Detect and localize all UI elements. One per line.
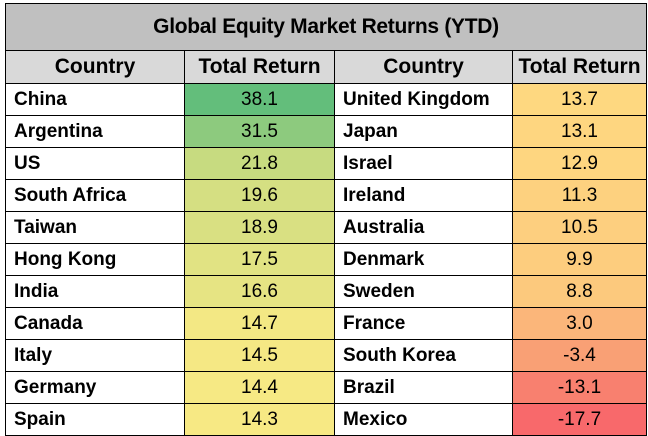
table-row: Taiwan 18.9 Australia 10.5 [5,211,647,244]
header-country-right: Country [334,50,513,84]
country-cell: South Africa [5,179,185,212]
return-value-cell: 13.1 [512,115,647,148]
country-cell: US [5,147,185,180]
table-row: Argentina 31.5 Japan 13.1 [5,115,647,148]
country-cell: Italy [5,339,185,372]
return-value-cell: 9.9 [512,243,647,276]
table-row: China 38.1 United Kingdom 13.7 [5,83,647,116]
country-cell: United Kingdom [334,83,513,116]
country-cell: Canada [5,307,185,340]
header-total-return-left: Total Return [184,50,335,84]
table-row: Germany 14.4 Brazil -13.1 [5,371,647,404]
table-row: Italy 14.5 South Korea -3.4 [5,339,647,372]
country-cell: Ireland [334,179,513,212]
country-cell: Germany [5,371,185,404]
return-value-cell: 18.9 [184,211,335,244]
country-cell: Taiwan [5,211,185,244]
country-cell: Hong Kong [5,243,185,276]
table-row: Hong Kong 17.5 Denmark 9.9 [5,243,647,276]
return-value-cell: -3.4 [512,339,647,372]
return-value-cell: 14.5 [184,339,335,372]
return-value-cell: 8.8 [512,275,647,308]
return-value-cell: 13.7 [512,83,647,116]
table-row: US 21.8 Israel 12.9 [5,147,647,180]
return-value-cell: -17.7 [512,403,647,436]
table-row: Canada 14.7 France 3.0 [5,307,647,340]
country-cell: Argentina [5,115,185,148]
country-cell: France [334,307,513,340]
return-value-cell: 17.5 [184,243,335,276]
table-row: Spain 14.3 Mexico -17.7 [5,403,647,436]
country-cell: Mexico [334,403,513,436]
return-value-cell: 3.0 [512,307,647,340]
country-cell: Australia [334,211,513,244]
country-cell: India [5,275,185,308]
header-country-left: Country [5,50,185,84]
return-value-cell: -13.1 [512,371,647,404]
header-total-return-right: Total Return [512,50,647,84]
country-cell: Brazil [334,371,513,404]
country-cell: Japan [334,115,513,148]
country-cell: Denmark [334,243,513,276]
return-value-cell: 14.3 [184,403,335,436]
return-value-cell: 14.7 [184,307,335,340]
country-cell: Israel [334,147,513,180]
returns-table: Global Equity Market Returns (YTD) Count… [5,3,647,436]
return-value-cell: 21.8 [184,147,335,180]
table-row: India 16.6 Sweden 8.8 [5,275,647,308]
return-value-cell: 14.4 [184,371,335,404]
country-cell: Sweden [334,275,513,308]
return-value-cell: 11.3 [512,179,647,212]
return-value-cell: 10.5 [512,211,647,244]
return-value-cell: 16.6 [184,275,335,308]
country-cell: Spain [5,403,185,436]
return-value-cell: 12.9 [512,147,647,180]
return-value-cell: 38.1 [184,83,335,116]
table-title: Global Equity Market Returns (YTD) [5,3,647,51]
return-value-cell: 31.5 [184,115,335,148]
country-cell: China [5,83,185,116]
return-value-cell: 19.6 [184,179,335,212]
country-cell: South Korea [334,339,513,372]
table-row: South Africa 19.6 Ireland 11.3 [5,179,647,212]
